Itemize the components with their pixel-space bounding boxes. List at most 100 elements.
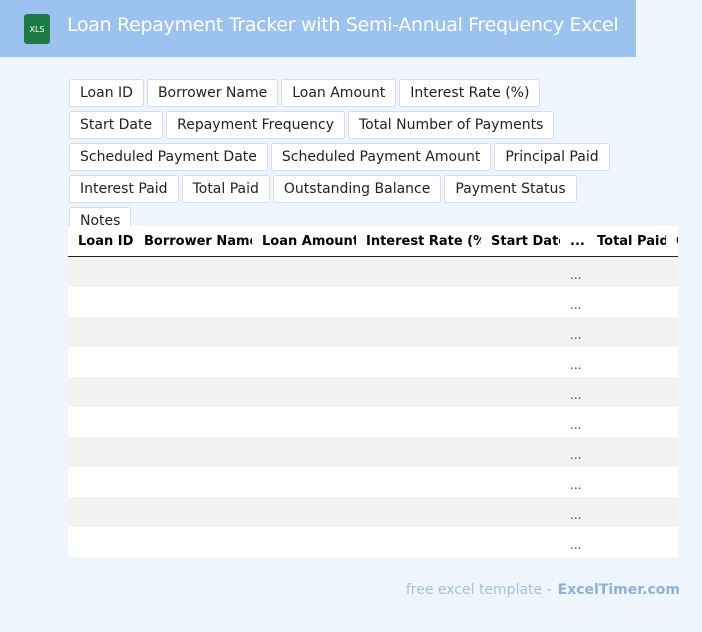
table-row: ... (68, 527, 678, 557)
cell (252, 347, 356, 377)
field-tag[interactable]: Loan ID (69, 79, 144, 107)
field-list: Loan ID Borrower Name Loan Amount Interest … (69, 79, 635, 235)
cell (481, 347, 560, 377)
footer-link[interactable]: ExcelTimer.com (557, 582, 680, 598)
cell (587, 496, 666, 527)
cell: ... (560, 316, 587, 347)
field-tag[interactable]: Loan Amount (281, 79, 397, 107)
field-tag[interactable]: Scheduled Payment Amount (270, 143, 492, 171)
cell (68, 527, 134, 557)
cell (134, 407, 252, 437)
cell (481, 407, 560, 437)
cell (587, 527, 666, 557)
cell (666, 347, 678, 377)
field-tag[interactable]: Interest Paid (69, 175, 179, 203)
cell (481, 316, 560, 347)
cell (134, 256, 252, 287)
cell (68, 316, 134, 347)
cell (666, 256, 678, 287)
cell (134, 496, 252, 527)
cell (356, 347, 481, 377)
column-header: Borrower Name (134, 226, 252, 257)
cell (68, 347, 134, 377)
cell (666, 467, 678, 497)
cell (356, 407, 481, 437)
cell: ... (560, 376, 587, 407)
table: Loan ID Borrower Name Loan Amount Interest … (68, 226, 678, 557)
cell (481, 496, 560, 527)
table-row: ... (68, 376, 678, 407)
cell (666, 376, 678, 407)
cell (252, 436, 356, 467)
footer: free excel template - ExcelTimer.com (406, 582, 680, 598)
table-row: ... (68, 467, 678, 497)
cell (481, 376, 560, 407)
table-wrap: Loan ID Borrower Name Loan Amount Interest … (68, 226, 678, 557)
cell (134, 287, 252, 317)
cell (68, 376, 134, 407)
cell (356, 467, 481, 497)
table-row: ... (68, 256, 678, 287)
cell (252, 316, 356, 347)
cell (356, 376, 481, 407)
cell (68, 467, 134, 497)
field-tag[interactable]: Interest Rate (%) (399, 79, 541, 107)
cell: ... (570, 297, 582, 312)
table-row: ... (68, 436, 678, 467)
cell (587, 256, 666, 287)
column-header: Total Paid (587, 226, 666, 257)
cell: ... (560, 496, 587, 527)
header-row: Loan ID Borrower Name Loan Amount Interest … (68, 226, 678, 257)
cell (134, 376, 252, 407)
cell: ... (560, 436, 587, 467)
cell (252, 527, 356, 557)
cell (481, 436, 560, 467)
cell (587, 316, 666, 347)
field-tag[interactable]: Payment Status (444, 175, 577, 203)
cell (252, 376, 356, 407)
field-tag[interactable]: Repayment Frequency (166, 111, 345, 139)
column-header: Outstanding Balance (666, 226, 678, 257)
field-tag[interactable]: Scheduled Payment Date (69, 143, 268, 171)
cell (666, 407, 678, 437)
table-row: ... (68, 316, 678, 347)
cell: ... (570, 357, 582, 372)
cell (666, 436, 678, 467)
cell (134, 436, 252, 467)
page-title: Loan Repayment Tracker with Semi-Annual … (67, 14, 619, 36)
cell (134, 316, 252, 347)
cell (356, 527, 481, 557)
field-tag[interactable]: Total Paid (181, 175, 270, 203)
cell (252, 256, 356, 287)
cell: ... (570, 417, 582, 432)
cell (481, 527, 560, 557)
field-tag[interactable]: Start Date (69, 111, 164, 139)
field-tag[interactable]: Principal Paid (494, 143, 610, 171)
cell: ... (560, 256, 587, 287)
cell (587, 287, 666, 317)
column-header: ... (560, 226, 587, 257)
cell (134, 527, 252, 557)
cell: ... (570, 477, 582, 492)
cell (356, 496, 481, 527)
cell (666, 527, 678, 557)
cell (666, 287, 678, 317)
cell (68, 496, 134, 527)
cell (587, 376, 666, 407)
field-tag[interactable]: Total Number of Payments (347, 111, 555, 139)
cell (68, 407, 134, 437)
cell (134, 347, 252, 377)
cell (356, 316, 481, 347)
cell (587, 467, 666, 497)
cell (356, 436, 481, 467)
cell (68, 287, 134, 317)
cell (481, 256, 560, 287)
cell (252, 496, 356, 527)
field-tag[interactable]: Borrower Name (146, 79, 279, 107)
field-tag[interactable]: Outstanding Balance (272, 175, 442, 203)
column-header: Interest Rate (%) (356, 226, 481, 257)
table-row: ... (68, 347, 678, 377)
cell (666, 496, 678, 527)
column-header: Loan ID (68, 226, 134, 257)
